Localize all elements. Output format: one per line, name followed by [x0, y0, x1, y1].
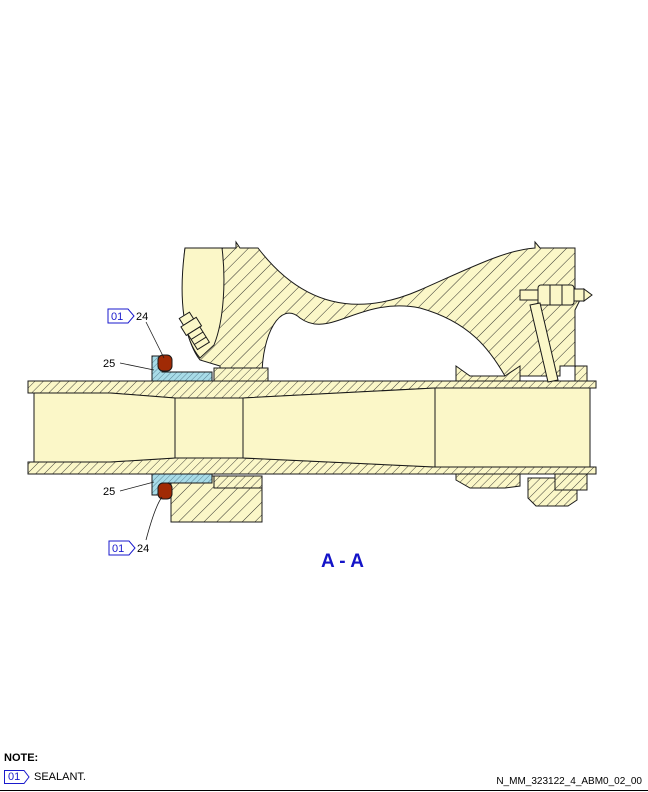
note-block: NOTE: 01 SEALANT.	[4, 752, 86, 784]
lower-flange-step	[213, 475, 263, 489]
rod-end-assembly	[519, 284, 593, 383]
upper-collar	[213, 367, 269, 383]
right-lower-flare	[455, 473, 521, 489]
callout-washer-top: 25	[103, 358, 115, 370]
tube-bore	[33, 387, 591, 468]
bottom-rule	[0, 790, 648, 791]
callout-washer-bottom: 25	[103, 486, 115, 498]
right-lower-ring	[554, 473, 588, 491]
upper-housing	[182, 240, 581, 377]
seal-24-bottom	[157, 482, 173, 500]
leader-24-bottom	[145, 496, 163, 541]
note-row: 01 SEALANT.	[4, 770, 86, 784]
right-upper-ring	[574, 365, 588, 383]
grease-fitting-left	[178, 311, 211, 351]
callout-tag-bottom: 01	[112, 543, 124, 555]
callout-item-top: 24	[136, 311, 148, 323]
note-title: NOTE:	[4, 752, 39, 764]
section-label: A - A	[321, 551, 364, 572]
callout-flag-top: 01	[107, 308, 135, 324]
callout-tag-top: 01	[111, 311, 123, 323]
callout-item-bottom: 24	[137, 543, 149, 555]
leader-25-top	[119, 362, 155, 371]
note-tag-label: 01	[8, 771, 21, 783]
note-text: SEALANT.	[34, 771, 86, 783]
seal-24-top	[157, 354, 173, 372]
leader-25-bottom	[119, 481, 155, 492]
leader-24-top	[145, 321, 165, 359]
callout-flag-bottom: 01	[108, 540, 136, 556]
document-id: N_MM_323122_4_ABM0_02_00	[496, 776, 642, 787]
note-tag: 01	[4, 770, 30, 784]
